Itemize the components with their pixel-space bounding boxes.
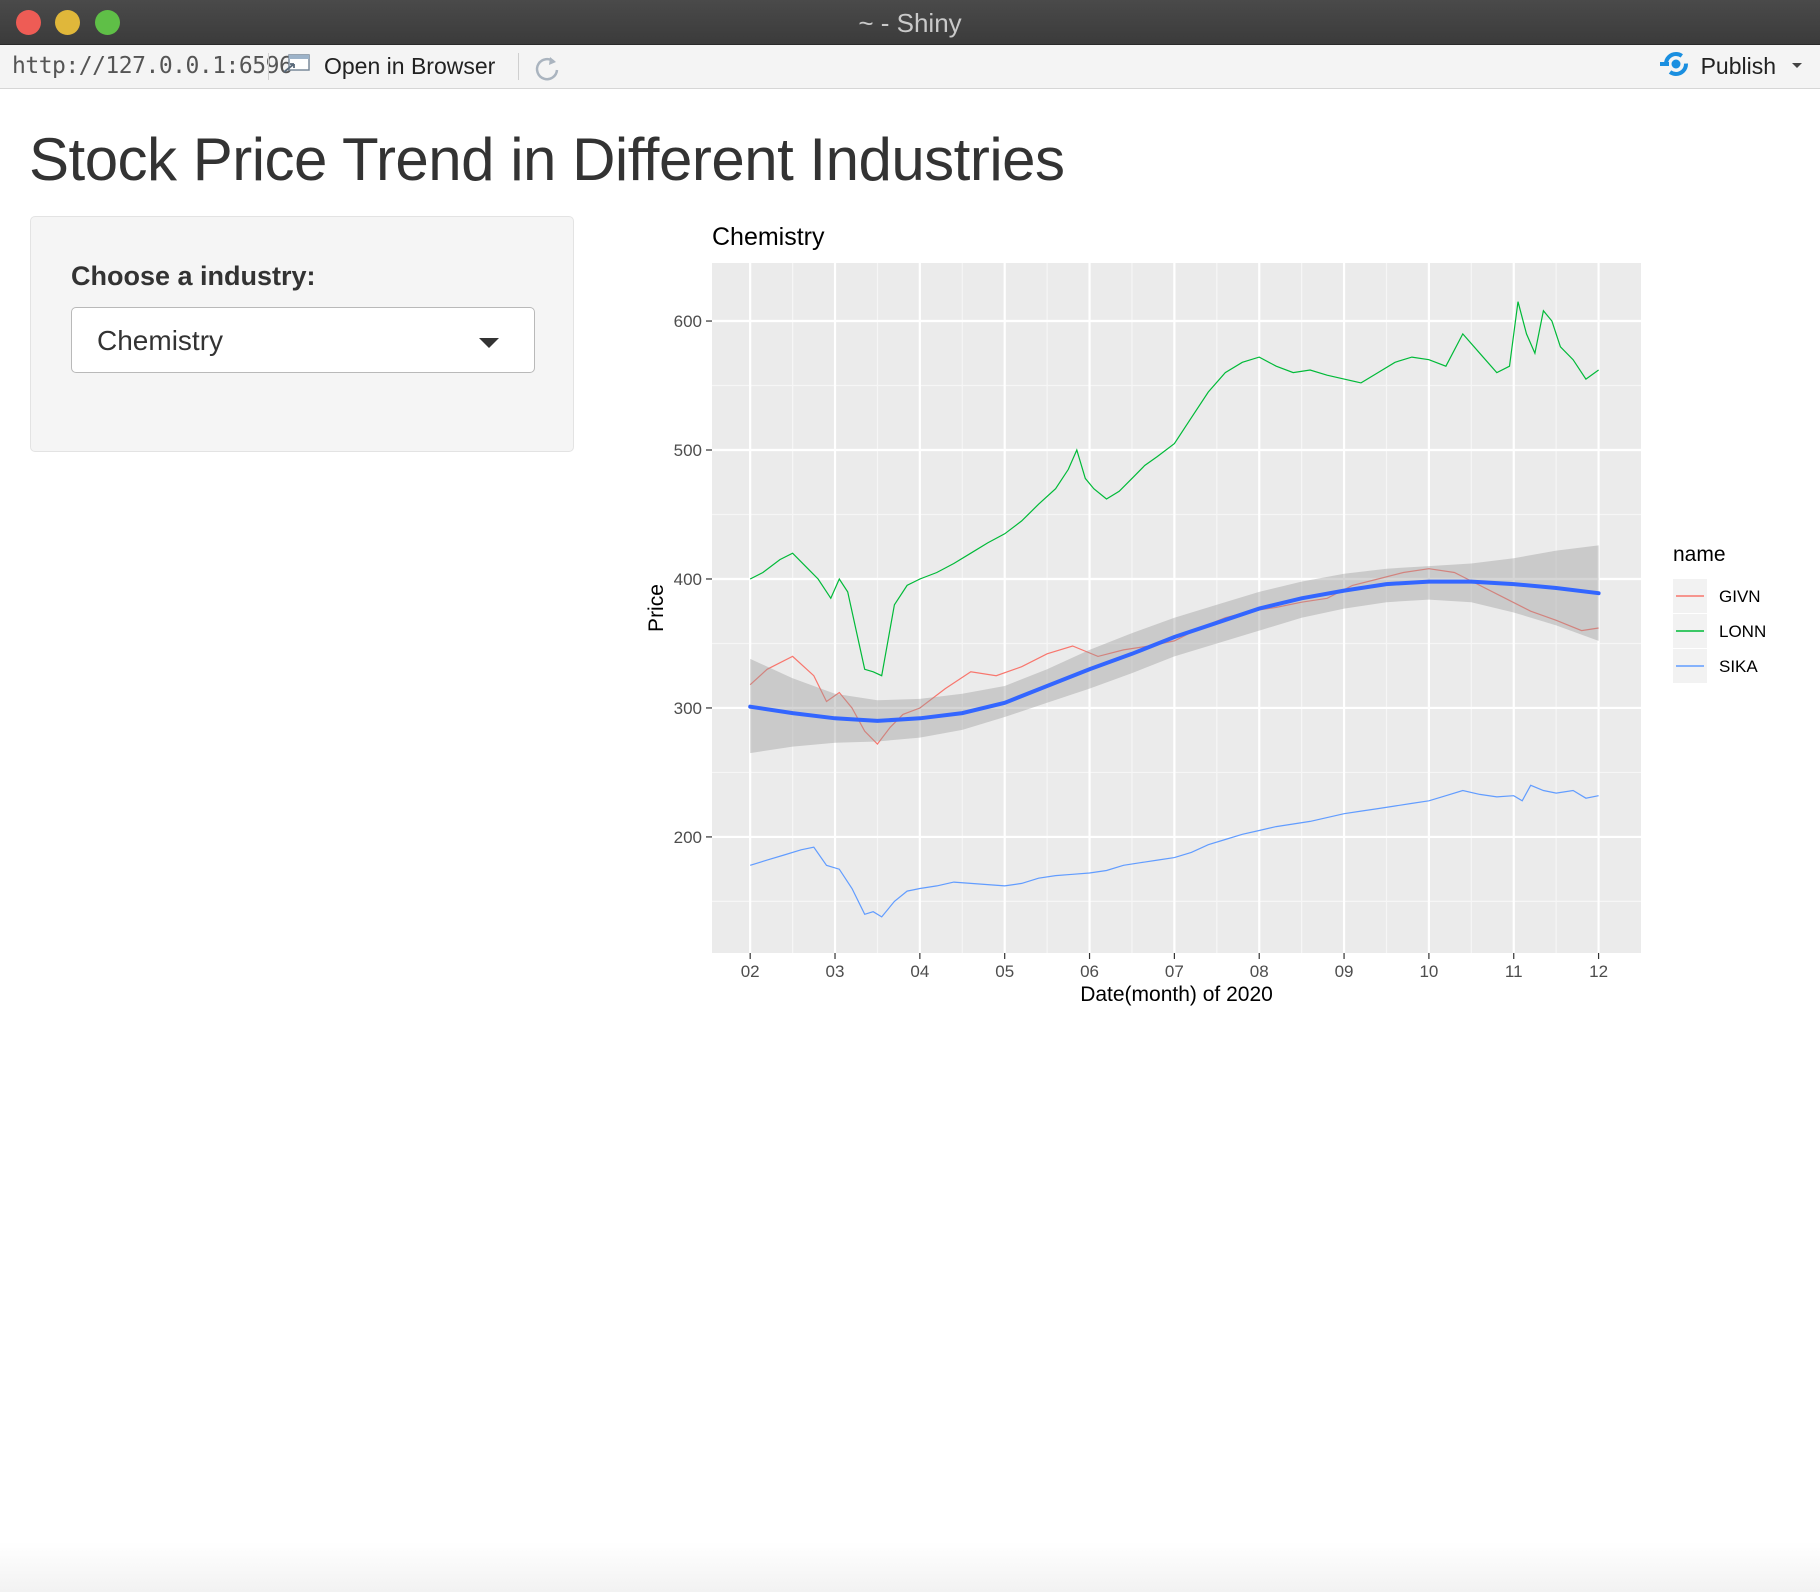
industry-select-label: Choose a industry: xyxy=(71,261,316,291)
open-in-browser-button[interactable]: Open in Browser xyxy=(282,49,495,83)
legend-label: LONN xyxy=(1719,622,1766,641)
y-tick-label: 400 xyxy=(674,570,702,589)
toolbar-divider xyxy=(268,53,269,80)
chevron-down-icon xyxy=(478,336,500,354)
x-tick-label: 08 xyxy=(1250,962,1269,981)
publish-label: Publish xyxy=(1700,52,1776,79)
x-tick-label: 02 xyxy=(741,962,760,981)
series-line-sika xyxy=(750,784,1599,918)
x-tick-label: 09 xyxy=(1335,962,1354,981)
y-tick-label: 200 xyxy=(674,828,702,847)
publish-button[interactable]: Publish xyxy=(1659,49,1804,83)
industry-select[interactable]: Chemistry xyxy=(71,307,535,373)
legend-label: SIKA xyxy=(1719,657,1758,676)
x-axis-label: Date(month) of 2020 xyxy=(1080,983,1273,1006)
smooth-confidence-band xyxy=(750,545,1599,754)
url-display[interactable]: http://127.0.0.1:6596 xyxy=(12,53,293,79)
stock-price-chart: 02 03 04 05 06 07 08 09 10 11 12 200 300 400 500 600 Che… xyxy=(645,223,1766,1006)
x-tick-label: 05 xyxy=(995,962,1014,981)
y-tick-label: 600 xyxy=(674,312,702,331)
browser-window-icon xyxy=(282,52,312,81)
refresh-icon[interactable] xyxy=(532,53,562,88)
legend-title: name xyxy=(1673,543,1726,566)
x-tick-label: 12 xyxy=(1589,962,1608,981)
chart-title: Chemistry xyxy=(712,223,825,251)
close-window-button[interactable] xyxy=(16,10,41,35)
minimize-window-button[interactable] xyxy=(55,10,80,35)
x-tick-label: 07 xyxy=(1165,962,1184,981)
y-tick-label: 500 xyxy=(674,441,702,460)
x-tick-label: 06 xyxy=(1080,962,1099,981)
smooth-trend-line xyxy=(748,579,1601,723)
x-tick-label: 11 xyxy=(1505,962,1523,981)
viewer-toolbar: http://127.0.0.1:6596 Open in Browser Pu… xyxy=(0,45,1820,89)
y-tick-label: 300 xyxy=(674,699,702,718)
toolbar-divider xyxy=(518,53,519,80)
window-bottom-edge xyxy=(0,1542,1820,1592)
series-line-givn xyxy=(749,568,1599,746)
publish-icon xyxy=(1659,49,1693,84)
industry-select-value: Chemistry xyxy=(97,325,224,356)
page-title: Stock Price Trend in Different Industrie… xyxy=(29,126,1065,193)
x-tick-label: 04 xyxy=(910,962,929,981)
window-title-bar: ~ - Shiny xyxy=(0,0,1820,45)
y-axis-label: Price xyxy=(645,584,668,632)
sidebar-panel: Choose a industry: Chemistry xyxy=(30,216,574,452)
open-in-browser-label: Open in Browser xyxy=(324,52,496,79)
chevron-down-icon[interactable] xyxy=(1790,57,1804,75)
x-tick-label: 10 xyxy=(1419,962,1438,981)
maximize-window-button[interactable] xyxy=(95,10,120,35)
x-tick-label: 03 xyxy=(826,962,845,981)
window-title: ~ - Shiny xyxy=(858,8,962,38)
legend-label: GIVN xyxy=(1719,587,1761,606)
series-line-lonn xyxy=(749,301,1599,677)
